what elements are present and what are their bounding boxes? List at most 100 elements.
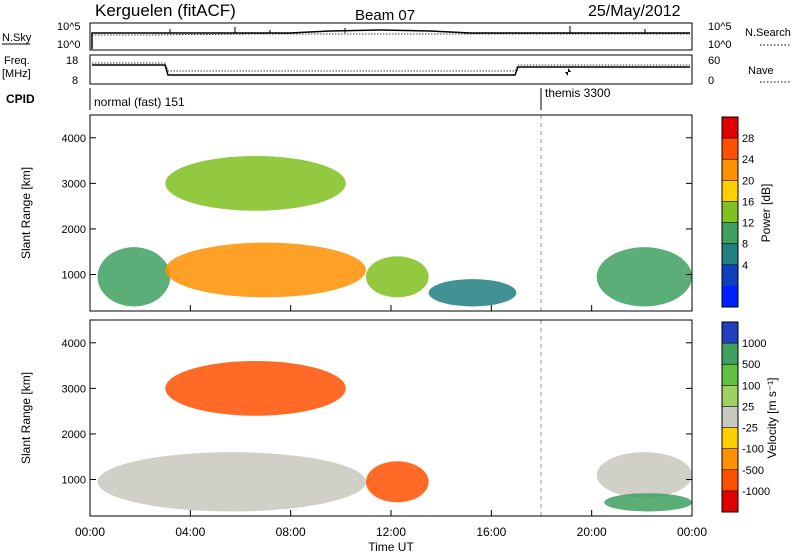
beam-title: Beam 07 [355,7,415,24]
cpid-label: CPID [6,92,35,106]
colorbar-segment [722,343,738,365]
velocity-colorbar-label: Velocity [m s⁻¹] [765,377,779,458]
x-tick-label: 00:00 [75,525,105,539]
data-region [596,452,692,498]
nsearch-curve [92,33,690,36]
freq-panel: Freq. [MHz] 18 8 60 0 Nave [2,54,790,87]
velocity-data [97,361,693,512]
cpid-panel: CPID normal (fast) 151 themis 3300 [6,86,611,110]
colorbar-tick-label: 1000 [742,338,766,350]
freq-label-2: [MHz] [2,68,31,80]
colorbar-tick-label: 25 [742,401,754,413]
nave-marker [565,68,571,76]
y-tick-label: 4000 [62,338,86,350]
nsky-panel: N.Sky 10^5 10^0 10^5 10^0 N.Search [2,21,791,51]
station-title: Kerguelen (fitACF) [95,1,236,20]
velocity-colorbar: 1000 500 100 25 -25 -100 -500 -1000 [721,321,770,513]
power-data [97,156,692,307]
colorbar-tick-label: 24 [742,154,754,166]
colorbar-segment [722,322,738,344]
nave-tick-top: 60 [708,55,720,67]
nsky-label: N.Sky [2,32,32,44]
colorbar-segment [722,490,738,513]
y-tick-label: 2000 [62,224,86,236]
y-tick-label: 4000 [62,133,86,145]
nsky-tick-bottom: 10^0 [57,39,81,51]
time-axis: 00:00 04:00 08:00 12:00 16:00 20:00 00:00 [75,305,707,539]
velocity-ylabel: Slant Range [km] [19,372,33,464]
x-tick-label: 08:00 [276,525,306,539]
power-ylabel: Slant Range [km] [19,167,33,259]
nsearch-tick-bottom: 10^0 [708,39,732,51]
colorbar-segment [722,469,738,492]
data-region [165,361,346,416]
colorbar-segment [722,138,738,160]
colorbar-segment [722,427,738,450]
freq-curve [92,64,690,76]
x-tick-label: 00:00 [677,525,707,539]
cpid-mode-1: themis 3300 [545,86,611,100]
colorbar-segment [722,364,738,386]
power-panel: 1000 2000 3000 4000 Slant Range [km] 28 24 20… [19,114,773,312]
data-region [365,461,429,503]
y-tick-label: 3000 [62,383,86,395]
y-tick-label: 2000 [62,429,86,441]
colorbar-segment [722,243,738,266]
data-region [365,256,429,298]
y-tick-label: 1000 [62,475,86,487]
freq-tick-top: 18 [66,55,78,67]
data-region [97,247,171,307]
data-region [165,242,366,298]
colorbar-tick-label: 20 [742,175,754,187]
x-tick-label: 20:00 [577,525,607,539]
colorbar-tick-label: 8 [742,239,748,251]
nsearch-tick-top: 10^5 [708,21,732,33]
velocity-panel: 1000 2000 3000 4000 Slant Range [km] 1000 50… [19,319,779,517]
colorbar-segment [722,159,738,181]
colorbar-tick-label: 28 [742,133,754,145]
power-colorbar: 28 24 20 16 12 8 4 [721,116,754,308]
colorbar-tick-label: -500 [742,465,764,477]
colorbar-tick-label: -100 [742,444,764,456]
colorbar-segment [722,180,738,202]
power-y-axis: 1000 2000 3000 4000 [62,133,692,282]
colorbar-tick-label: -25 [742,423,758,435]
colorbar-tick-label: 16 [742,196,754,208]
colorbar-segment [722,117,738,139]
colorbar-segment [722,406,738,429]
cpid-mode-0: normal (fast) 151 [94,95,185,109]
date-title: 25/May/2012 [588,3,681,20]
data-region [428,279,517,307]
nsearch-label: N.Search [745,27,791,39]
nave-label: Nave [748,65,774,77]
colorbar-segment [722,448,738,471]
data-region [97,452,366,512]
colorbar-tick-label: 4 [742,260,748,272]
colorbar-tick-label: 100 [742,380,760,392]
colorbar-segment [722,264,738,287]
data-region [596,247,692,307]
y-tick-label: 1000 [62,270,86,282]
colorbar-tick-label: 12 [742,218,754,230]
power-colorbar-label: Power [dB] [759,184,773,243]
colorbar-segment [722,222,738,245]
x-tick-label: 16:00 [476,525,506,539]
colorbar-segment [722,201,738,224]
nave-curve [92,62,690,72]
freq-label-1: Freq. [4,55,30,67]
nave-tick-bottom: 0 [708,75,714,87]
data-region [165,156,346,211]
colorbar-segment [722,385,738,407]
x-axis-label: Time UT [368,540,414,554]
freq-tick-bottom: 8 [72,75,78,87]
nsky-spikes [169,26,646,33]
nsky-curve [91,29,690,49]
x-tick-label: 04:00 [175,525,205,539]
colorbar-tick-label: 500 [742,359,760,371]
nsky-tick-top: 10^5 [57,21,81,33]
data-region [604,493,693,512]
x-tick-label: 12:00 [376,525,406,539]
velocity-y-axis: 1000 2000 3000 4000 [62,338,692,487]
y-tick-label: 3000 [62,178,86,190]
